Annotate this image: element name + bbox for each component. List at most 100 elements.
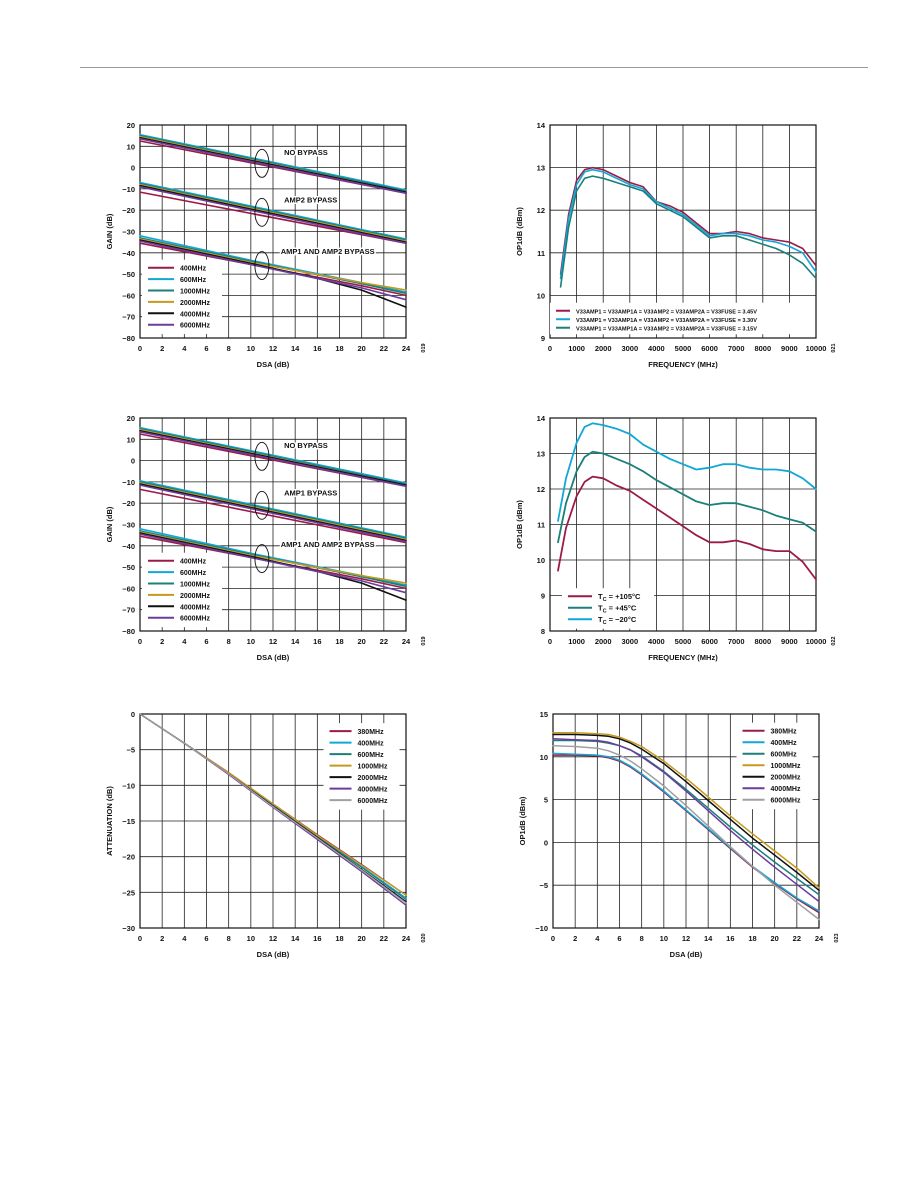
x-axis-label: FREQUENCY (MHz) bbox=[648, 653, 718, 662]
series-line bbox=[552, 732, 820, 889]
series-line bbox=[139, 137, 407, 193]
x-tick-label: 0 bbox=[138, 934, 142, 943]
y-tick-label: −30 bbox=[122, 521, 135, 530]
series-line bbox=[139, 183, 407, 242]
op1db-vs-frequency-supply-chart: 0 1000 2000 3000 4000 5000 6000 7000 8000 9000 100… bbox=[515, 121, 837, 369]
x-tick-label: 6 bbox=[204, 637, 208, 646]
y-tick-label: 10 bbox=[537, 556, 545, 565]
series-line bbox=[139, 238, 407, 291]
legend-background bbox=[142, 552, 222, 628]
x-tick-label: 18 bbox=[335, 934, 343, 943]
legend-label: 600MHz bbox=[358, 752, 385, 759]
plot-frame bbox=[549, 417, 817, 632]
y-tick-label: 20 bbox=[127, 414, 135, 423]
y-axis-label: GAIN (dB) bbox=[105, 506, 114, 542]
series-line bbox=[139, 528, 407, 586]
y-tick-label: −70 bbox=[122, 606, 135, 615]
series-line bbox=[139, 430, 407, 486]
y-tick-label: −60 bbox=[122, 291, 135, 300]
x-tick-label: 6000 bbox=[701, 344, 718, 353]
x-tick-label: 4 bbox=[182, 637, 187, 646]
x-tick-label: 0 bbox=[551, 934, 555, 943]
legend-label-sub: C bbox=[603, 620, 607, 626]
series-line bbox=[139, 426, 407, 484]
x-tick-label: 14 bbox=[704, 934, 713, 943]
y-tick-label: −50 bbox=[122, 563, 135, 572]
y-tick-label: −10 bbox=[122, 185, 135, 194]
x-tick-label: 20 bbox=[357, 637, 365, 646]
series-line bbox=[139, 533, 407, 594]
series-line bbox=[557, 450, 817, 544]
x-tick-label: 22 bbox=[380, 344, 388, 353]
attenuation-vs-dsa-chart: 0 2 4 6 8 10 12 14 16 18 20 22 24−30−25−20−15−10−50D… bbox=[105, 710, 427, 959]
y-tick-label: 15 bbox=[540, 710, 548, 719]
y-tick-label: −60 bbox=[122, 584, 135, 593]
annotation-ellipse bbox=[254, 490, 270, 520]
y-tick-label: 11 bbox=[537, 521, 545, 530]
x-tick-label: 24 bbox=[815, 934, 824, 943]
x-tick-label: 2 bbox=[573, 934, 577, 943]
legend-label: 1000MHz bbox=[771, 763, 801, 770]
x-tick-label: 2 bbox=[160, 344, 164, 353]
x-tick-label: 4 bbox=[595, 934, 600, 943]
y-tick-label: −10 bbox=[122, 478, 135, 487]
series-line bbox=[552, 733, 820, 892]
y-tick-label: −50 bbox=[122, 270, 135, 279]
legend-label: 1000MHz bbox=[358, 764, 388, 771]
y-axis-label: GAIN (dB) bbox=[105, 213, 114, 249]
series-line bbox=[559, 168, 817, 280]
figure-id: 023 bbox=[834, 933, 840, 942]
x-tick-label: 1000 bbox=[568, 637, 585, 646]
y-axis-label: OP1dB (dBm) bbox=[518, 796, 527, 845]
x-tick-label: 8000 bbox=[754, 344, 771, 353]
series-line bbox=[139, 431, 407, 487]
series-lines bbox=[552, 732, 820, 921]
series-line bbox=[139, 133, 407, 191]
x-tick-label: 6000 bbox=[701, 637, 718, 646]
annotation-label: NO BYPASS bbox=[284, 441, 328, 450]
x-tick-label: 24 bbox=[402, 637, 411, 646]
x-tick-label: 12 bbox=[682, 934, 690, 943]
series-line bbox=[552, 752, 820, 912]
x-axis-label: DSA (dB) bbox=[257, 950, 290, 959]
y-tick-label: −80 bbox=[122, 334, 135, 343]
legend-label: 600MHz bbox=[180, 277, 207, 284]
legend: V33AMP1 = V33AMP1A = V33AMP2 = V33AMP2A … bbox=[550, 302, 812, 335]
y-tick-label: −5 bbox=[126, 746, 135, 755]
x-tick-label: 7000 bbox=[728, 637, 745, 646]
series-line bbox=[139, 481, 407, 540]
legend-label-main: T bbox=[598, 604, 603, 613]
series-line bbox=[139, 482, 407, 541]
legend-background bbox=[550, 302, 812, 335]
series-line bbox=[139, 191, 407, 244]
annotation-label: NO BYPASS bbox=[284, 148, 328, 157]
legend-label: 400MHz bbox=[358, 741, 385, 748]
x-tick-label: 6 bbox=[204, 934, 208, 943]
legend: TC = +105°CTC = +45°CTC = −20°C bbox=[562, 588, 654, 629]
legend-label-main: T bbox=[598, 592, 603, 601]
x-tick-label: 14 bbox=[291, 637, 300, 646]
x-tick-label: 24 bbox=[402, 934, 411, 943]
x-tick-label: 2000 bbox=[595, 344, 612, 353]
series-line bbox=[139, 186, 407, 244]
y-axis-label: OP1dB (dBm) bbox=[515, 500, 524, 549]
legend-label: 4000MHz bbox=[771, 786, 801, 793]
x-tick-label: 4000 bbox=[648, 344, 665, 353]
y-axis-label: ATTENUATION (dB) bbox=[105, 786, 114, 856]
legend-label-rest: = −20°C bbox=[607, 615, 637, 624]
x-tick-label: 16 bbox=[313, 934, 321, 943]
x-tick-label: 10000 bbox=[806, 637, 827, 646]
legend-label: 2000MHz bbox=[180, 593, 210, 600]
y-tick-label: 14 bbox=[537, 121, 546, 130]
x-axis-label: DSA (dB) bbox=[257, 653, 290, 662]
series-line bbox=[139, 181, 407, 240]
legend: 380MHz 400MHz 600MHz 1000MHz 2000MHz 4000MHz 6… bbox=[323, 723, 400, 810]
figure-id: 020 bbox=[421, 933, 427, 942]
x-tick-label: 0 bbox=[138, 344, 142, 353]
x-axis-label: DSA (dB) bbox=[257, 360, 290, 369]
series-line bbox=[139, 484, 407, 543]
y-axis-label: OP1dB (dBm) bbox=[515, 207, 524, 256]
x-tick-label: 10 bbox=[247, 637, 255, 646]
series-line bbox=[557, 422, 817, 522]
y-tick-label: 0 bbox=[131, 710, 135, 719]
